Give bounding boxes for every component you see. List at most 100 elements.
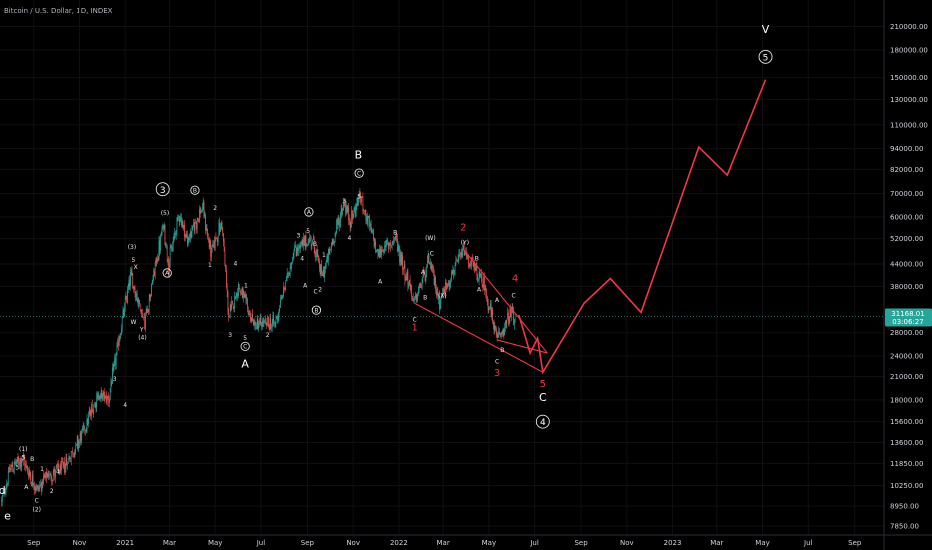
candle-body	[46, 473, 48, 479]
candle-body	[385, 240, 387, 248]
y-tick-label: 18000.00	[890, 396, 923, 404]
candle-body	[352, 216, 354, 220]
candle-body	[472, 257, 473, 260]
candle-body	[109, 398, 110, 403]
candle-body	[493, 321, 494, 325]
candle-body	[60, 465, 62, 471]
wave-label: 5	[243, 335, 247, 342]
candle-body	[465, 252, 466, 254]
candle-body	[264, 320, 266, 323]
candle-body	[163, 225, 164, 229]
candle-body	[208, 238, 209, 240]
candle-body	[427, 259, 428, 268]
candle-body	[155, 258, 157, 263]
candle-body	[87, 419, 89, 424]
candle-body	[338, 220, 340, 221]
candle-body	[328, 248, 330, 255]
candle-body	[305, 235, 307, 246]
candle-body	[34, 484, 35, 490]
candle-body	[254, 321, 256, 326]
price-tag-value: 31168.01	[891, 310, 924, 318]
candle-body	[79, 432, 81, 444]
wave-label: 4	[123, 402, 127, 409]
candle-body	[32, 474, 34, 485]
candle-body	[373, 237, 375, 246]
candle-body	[62, 461, 64, 466]
candle-body	[242, 287, 244, 298]
y-tick-label: 10250.00	[890, 482, 923, 490]
wave-label: 2	[50, 488, 54, 495]
candle-body	[355, 207, 356, 216]
candle-body	[451, 272, 453, 274]
candle-body	[436, 289, 437, 296]
candle-body	[12, 464, 14, 473]
candle-body	[112, 367, 113, 384]
candle-body	[481, 278, 483, 286]
wave-label: B	[30, 456, 34, 463]
candle-body	[471, 257, 472, 266]
x-axis[interactable]: Sep Nov 2021 Mar May Jul Sep Nov 2022 Mar May Jul Se…	[0, 534, 932, 547]
candle-body	[307, 243, 309, 246]
candle-body	[92, 411, 94, 414]
candle-body	[347, 207, 349, 213]
wave-label-circle	[304, 207, 314, 217]
candle-body	[55, 469, 56, 478]
candle-body	[364, 209, 366, 211]
candle-body	[260, 317, 262, 326]
candle-body	[508, 312, 509, 322]
candle-body	[246, 299, 248, 300]
candle-body	[490, 303, 491, 308]
candle-body	[210, 240, 212, 257]
candle-body	[511, 306, 513, 311]
y-axis[interactable]: 7850.00 8950.00 10250.00 11850.00 13600.00 15…	[883, 0, 928, 550]
wave-label: B	[475, 255, 479, 262]
candle-body	[482, 285, 484, 288]
candle-body	[272, 315, 274, 324]
candle-body	[377, 249, 379, 257]
candle-body	[390, 242, 391, 247]
wave-label: 1	[411, 322, 417, 333]
candle-body	[220, 222, 222, 225]
candle-body	[484, 277, 485, 290]
candle-body	[265, 321, 267, 325]
candle-body	[336, 219, 338, 233]
candle-body	[340, 208, 342, 215]
candle-body	[233, 306, 235, 309]
candle-body	[431, 266, 433, 269]
candle-body	[98, 396, 100, 398]
candle-body	[352, 210, 353, 220]
wave-label: B	[423, 295, 427, 302]
candle-body	[253, 321, 255, 326]
candle-body	[408, 285, 409, 287]
candle-body	[445, 282, 446, 295]
candle-body	[227, 292, 229, 312]
candle-body	[117, 340, 119, 345]
candle-body	[52, 480, 53, 482]
candle-body	[279, 307, 281, 312]
candle-body	[385, 245, 386, 248]
candle-body	[280, 300, 281, 308]
candle-body	[302, 240, 304, 246]
candle-body	[477, 275, 478, 282]
candle-body	[119, 336, 121, 340]
candle-body	[238, 283, 240, 289]
candle-body	[485, 287, 487, 295]
candle-body	[229, 317, 230, 318]
candle-body	[411, 289, 412, 297]
candle-body	[130, 270, 132, 272]
y-tick-label: 110000.00	[890, 121, 928, 129]
candle-body	[473, 262, 475, 267]
candle-body	[343, 203, 345, 206]
candle-body	[442, 292, 443, 296]
candle-body	[448, 282, 449, 285]
y-tick-label: 15600.00	[890, 418, 923, 426]
candle-body	[185, 234, 187, 236]
candle-body	[379, 249, 380, 258]
candle-body	[4, 491, 5, 493]
candle-body	[278, 311, 280, 317]
candle-body	[208, 239, 210, 248]
y-tick-label: 70000.00	[890, 190, 923, 198]
candle-body	[459, 254, 460, 255]
candle-body	[421, 287, 422, 289]
